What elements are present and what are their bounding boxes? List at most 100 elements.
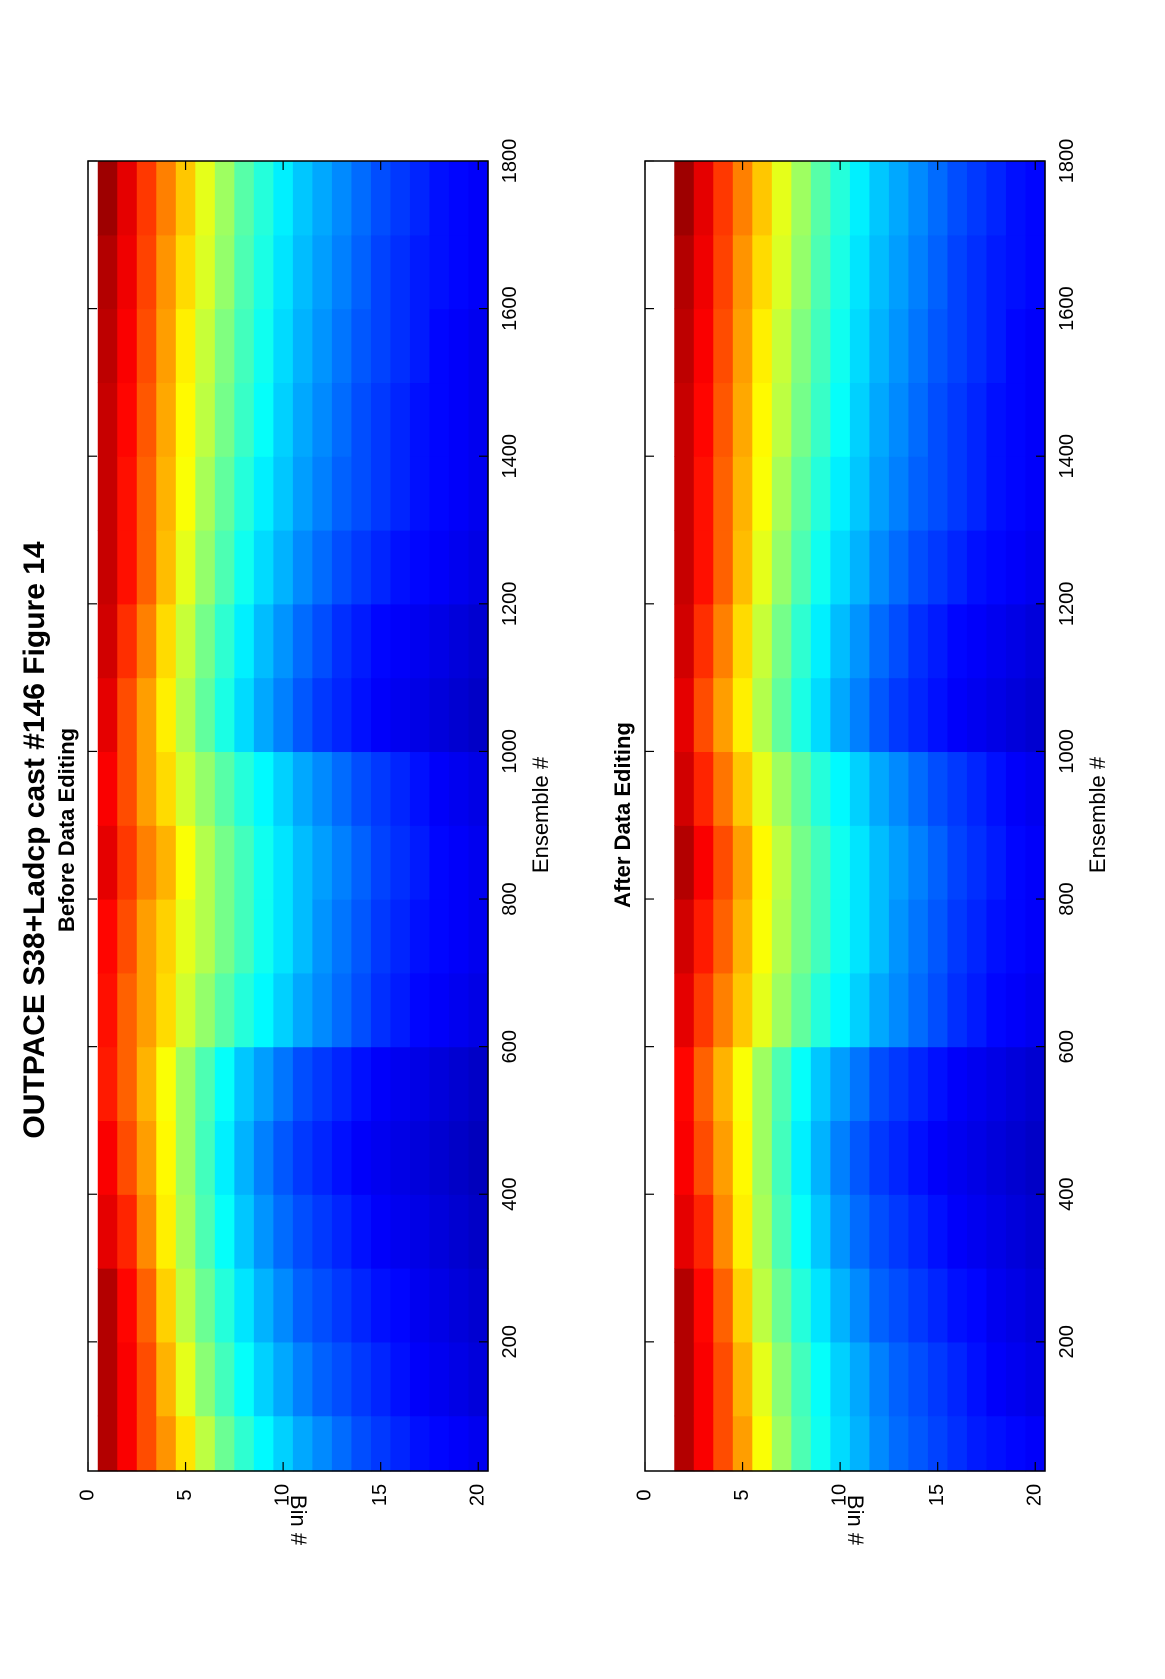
heatmap-cell	[752, 825, 773, 900]
heatmap-cell	[732, 899, 753, 974]
ensemble-tick-label: 600	[499, 1030, 521, 1063]
heatmap-cell	[214, 1268, 235, 1343]
heatmap-cell	[771, 1120, 792, 1195]
heatmap-cell	[214, 530, 235, 605]
bin-tick-label: 0	[633, 1489, 655, 1500]
heatmap-cell	[908, 972, 929, 1048]
heatmap-cell	[97, 1341, 118, 1417]
heatmap-cell	[409, 1268, 431, 1343]
heatmap-cell	[849, 1268, 870, 1343]
heatmap-cell	[713, 603, 734, 679]
bin-tick-label: 10	[828, 1484, 850, 1506]
heatmap-cell	[136, 972, 157, 1048]
heatmap-cell	[312, 972, 333, 1048]
heatmap-cell	[156, 603, 177, 679]
heatmap-cell	[273, 1120, 294, 1195]
heatmap-cell	[253, 1046, 274, 1122]
heatmap-cell	[390, 677, 411, 753]
heatmap-cell	[117, 530, 138, 605]
heatmap-cell	[312, 161, 333, 236]
heatmap-cell	[810, 382, 831, 457]
heatmap-cell	[732, 234, 753, 310]
heatmap-cell	[117, 1194, 138, 1269]
heatmap-cell	[448, 825, 470, 900]
heatmap-cell	[273, 382, 294, 457]
heatmap-cell	[947, 308, 968, 384]
heatmap-cell	[312, 456, 333, 531]
heatmap-cell	[986, 972, 1007, 1048]
heatmap-cell	[390, 751, 411, 826]
heatmap-cell	[849, 751, 870, 826]
ensemble-tick-label: 1600	[1056, 286, 1078, 331]
heatmap-cell	[331, 677, 353, 753]
heatmap-cell	[791, 234, 812, 310]
heatmap-cell	[429, 456, 450, 531]
heatmap-cell	[214, 456, 235, 531]
ensemble-tick-label: 1000	[1056, 729, 1078, 774]
heatmap-cell	[1025, 899, 1046, 974]
heatmap-cell	[849, 1120, 870, 1195]
heatmap-cell	[810, 1194, 831, 1269]
heatmap-cell	[409, 308, 431, 384]
heatmap-cell	[331, 530, 353, 605]
heatmap-cell	[791, 382, 812, 457]
heatmap-cell	[292, 530, 313, 605]
heatmap-cell	[214, 603, 235, 679]
heatmap-cell	[175, 456, 196, 531]
heatmap-cell	[429, 751, 450, 826]
heatmap-cell	[713, 234, 734, 310]
heatmap-cell	[849, 677, 870, 753]
heatmap-cell	[409, 161, 431, 236]
heatmap-cell	[947, 456, 968, 531]
heatmap-cell	[156, 1120, 177, 1195]
heatmap-cell	[448, 603, 470, 679]
heatmap-cell	[1025, 1341, 1046, 1417]
heatmap-cell	[830, 234, 851, 310]
heatmap-cell	[331, 234, 353, 310]
heatmap-cell	[752, 751, 773, 826]
heatmap-cell	[1005, 234, 1027, 310]
heatmap-cell	[253, 530, 274, 605]
heatmap-cell	[947, 1046, 968, 1122]
heatmap-cell	[390, 382, 411, 457]
heatmap-cell	[370, 1120, 392, 1195]
heatmap-cell	[752, 530, 773, 605]
heatmap-cell	[810, 1268, 831, 1343]
heatmap-cell	[253, 1415, 274, 1472]
heatmap-cell	[370, 1194, 392, 1269]
heatmap-cell	[713, 1415, 734, 1472]
heatmap-cell	[195, 1415, 216, 1472]
heatmap-cell	[674, 530, 695, 605]
heatmap-cell	[273, 972, 294, 1048]
heatmap-cell	[214, 1046, 235, 1122]
heatmap-cell	[986, 382, 1007, 457]
heatmap-cell	[752, 677, 773, 753]
heatmap-cell	[752, 234, 773, 310]
heatmap-cell	[175, 603, 196, 679]
heatmap-cell	[253, 603, 274, 679]
heatmap-cell	[97, 1046, 118, 1122]
heatmap-cell	[370, 1341, 392, 1417]
heatmap-cell	[136, 530, 157, 605]
heatmap-cell	[869, 382, 890, 457]
heatmap-cell	[253, 1194, 274, 1269]
heatmap-cell	[136, 1341, 157, 1417]
heatmap-cell	[331, 308, 353, 384]
heatmap-cell	[908, 1415, 929, 1472]
heatmap-cell	[966, 161, 988, 236]
heatmap-cell	[927, 972, 949, 1048]
heatmap-cell	[468, 677, 489, 753]
heatmap-cell	[791, 1046, 812, 1122]
heatmap-cell	[869, 234, 890, 310]
heatmap-cell	[752, 382, 773, 457]
heatmap-cell	[253, 161, 274, 236]
heatmap-cell	[947, 603, 968, 679]
heatmap-cell	[312, 751, 333, 826]
heatmap-cell	[966, 234, 988, 310]
heatmap-cell	[732, 603, 753, 679]
heatmap-cell	[409, 1415, 431, 1472]
heatmap-cell	[1025, 1194, 1046, 1269]
heatmap-cell	[234, 530, 255, 605]
heatmap-cell	[849, 161, 870, 236]
heatmap-cell	[409, 530, 431, 605]
